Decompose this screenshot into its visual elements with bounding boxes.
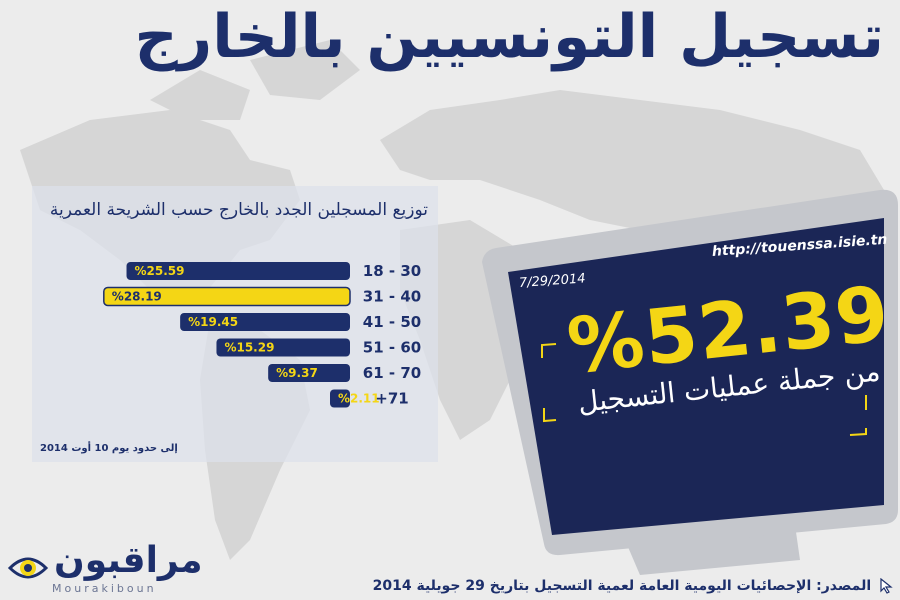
category-label: 18 - 30 <box>363 262 421 280</box>
mourakiboun-logo: مراقبون Mourakiboun <box>6 540 203 598</box>
monitor-screen <box>508 218 884 535</box>
bar-chart: %25.59 18 - 30 %28.19 31 - 40 %19.45 41 - 50%… <box>103 262 421 408</box>
source-line: المصدر: الإحصائيات اليومية العامة لعمية … <box>373 578 894 594</box>
logo-arabic-text: مراقبون <box>54 540 203 581</box>
bar-row: %25.59 18 - 30 <box>126 262 421 280</box>
bar-value-label: %2.11 <box>338 392 380 406</box>
category-label: +71 <box>375 390 408 408</box>
logo-latin-text: Mourakiboun <box>52 582 157 595</box>
category-label: 51 - 60 <box>363 339 421 357</box>
bar-row: %2.11+71 <box>330 389 409 408</box>
bar-value-label: %28.19 <box>112 290 162 304</box>
category-label: 31 - 40 <box>363 288 421 306</box>
chart-panel: توزيع المسجلين الجدد بالخارج حسب الشريحة… <box>32 186 438 462</box>
bar-row: %15.29 51 - 60 <box>216 338 421 357</box>
bar-row: %28.19 31 - 40 <box>103 286 421 307</box>
bar <box>180 313 350 331</box>
bar-row: %19.45 41 - 50 <box>180 313 421 331</box>
chart-title: توزيع المسجلين الجدد بالخارج حسب الشريحة… <box>49 200 428 220</box>
bar-row: %9.37 61 - 70 <box>268 364 421 382</box>
bar <box>103 286 351 307</box>
bar <box>126 262 350 280</box>
eye-icon <box>7 557 49 579</box>
chart-footnote: إلى حدود يوم 10 أوت 2014 <box>40 443 178 454</box>
source-prefix: المصدر: <box>816 578 872 594</box>
bar-value-label: %9.37 <box>276 366 318 380</box>
bar-value-label: %15.29 <box>224 341 274 355</box>
bar-value-label: %25.59 <box>135 264 185 278</box>
screen-corner-brackets <box>541 343 867 436</box>
category-label: 61 - 70 <box>363 364 421 382</box>
bar <box>330 389 350 408</box>
bar-value-label: %19.45 <box>188 315 238 329</box>
bar <box>268 364 350 382</box>
cursor-icon <box>880 578 893 594</box>
category-label: 41 - 50 <box>363 313 421 331</box>
source-text: الإحصائيات اليومية العامة لعمية التسجيل … <box>372 578 812 594</box>
bar <box>216 338 350 357</box>
page-title: تسجيل التونسيين بالخارج <box>134 2 884 72</box>
